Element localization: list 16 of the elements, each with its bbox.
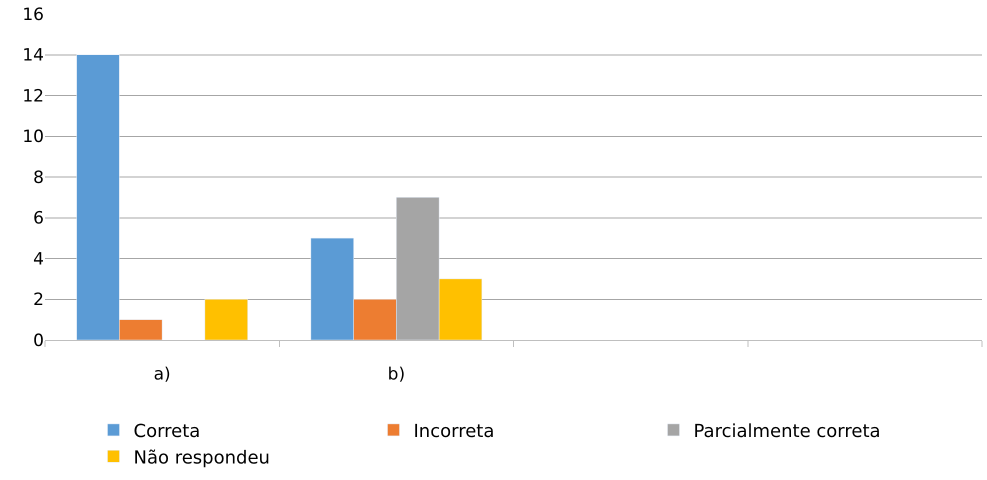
y-tick-label: 8 <box>33 168 44 188</box>
bar <box>204 299 248 340</box>
y-tick-label: 2 <box>33 290 44 310</box>
y-tick-label: 14 <box>22 46 44 66</box>
legend-label: Incorreta <box>414 420 494 442</box>
legend-label: Parcialmente correta <box>694 420 881 442</box>
x-tick-label: b) <box>388 364 406 384</box>
legend-label: Correta <box>134 420 200 442</box>
y-tick-label: 6 <box>33 208 44 229</box>
y-tick-label: 4 <box>33 249 44 270</box>
y-tick-label: 10 <box>22 127 44 148</box>
x-tick-label: a) <box>154 364 171 384</box>
y-tick-label: 16 <box>22 4 44 25</box>
legend-label: Não respondeu <box>134 447 270 468</box>
y-tick-label: 12 <box>22 86 44 106</box>
y-tick-label: 0 <box>33 330 44 351</box>
